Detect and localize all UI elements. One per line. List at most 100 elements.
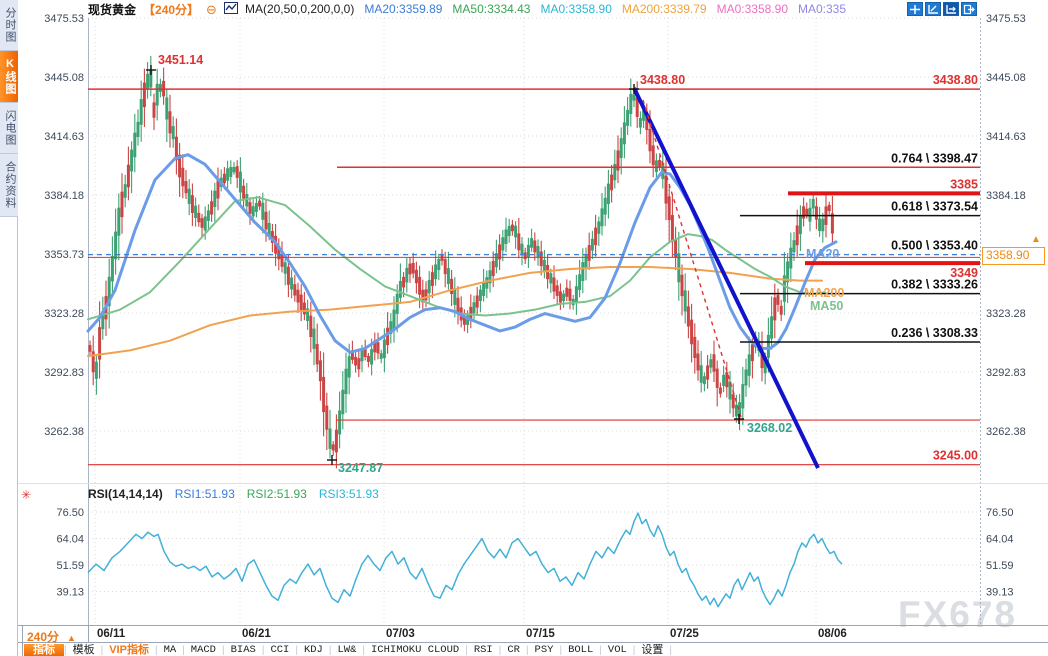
price-annotation: 3451.14 <box>158 53 203 67</box>
toolbar-tab[interactable]: 模板 <box>72 644 95 656</box>
level-label-mid: 3438.80 <box>640 73 685 87</box>
price-annotation: 3247.87 <box>338 461 383 475</box>
period-selector[interactable]: 240分 ▲ <box>27 628 76 645</box>
level-label: 3438.80 <box>933 73 978 87</box>
toolbar-tab[interactable]: KDJ <box>303 644 323 656</box>
rsi-line <box>87 512 843 608</box>
toolbar-tab[interactable]: CR <box>507 644 520 656</box>
price-axis-label-left: 3353.73 <box>44 249 84 261</box>
indicator-chart-icon[interactable] <box>223 1 238 17</box>
sidebar-tab-3[interactable]: 闪电图 <box>0 103 18 154</box>
price-axis-label-left: 3292.83 <box>44 367 84 379</box>
level-label: 0.764 \ 3398.47 <box>891 151 978 165</box>
ma-chart-label: MA50 <box>810 299 843 313</box>
ma-values-readout: MA(20,50,0,200,0,0) MA20:3359.89 MA50:3334… <box>245 2 856 16</box>
price-axis-label-right: 3445.08 <box>986 72 1026 84</box>
toolbar-separator: | <box>100 644 104 656</box>
level-label: 0.618 \ 3373.54 <box>891 200 978 214</box>
toolbar-tab[interactable]: ICHIMOKU CLOUD <box>370 644 460 656</box>
date-tick-label: 07/03 <box>386 628 415 640</box>
price-axis-label-left: 3384.18 <box>44 190 84 202</box>
date-tick-label: 06/11 <box>97 628 126 640</box>
toolbar-separator: | <box>154 644 158 656</box>
instrument-title: 现货黄金 <box>88 2 137 17</box>
toolbar-tab[interactable]: VOL <box>607 644 627 656</box>
chart-toolbar-icons <box>907 2 977 16</box>
rsi-axis-label-right: 51.59 <box>986 560 1014 572</box>
date-tick-label: 07/15 <box>526 628 555 640</box>
price-axis-labels: 3475.53 3475.53 3445.08 3445.08 3414.63 3414.… <box>44 13 1026 599</box>
price-axis-label-left: 3262.38 <box>44 426 84 438</box>
price-axis-label-right: 3292.83 <box>986 367 1026 379</box>
toolbar-separator: | <box>328 644 332 656</box>
rsi-axis-label-left: 76.50 <box>56 507 84 519</box>
level-label: 0.500 \ 3353.40 <box>891 239 978 253</box>
ma-value: MA(20,50,0,200,0,0) <box>244 2 355 16</box>
toolbar-tab[interactable]: BOLL <box>568 644 594 656</box>
toolbar-tab[interactable]: VIP指标 <box>109 644 149 656</box>
sidebar: 分时图 K线图 闪电图 合约资料 <box>0 0 18 656</box>
level-label: 0.236 \ 3308.33 <box>891 326 978 340</box>
downtrend-line <box>632 87 820 469</box>
price-axis-label-left: 3414.63 <box>44 131 84 143</box>
dashed-drop-line <box>642 99 742 418</box>
auto-fit-axis-icon[interactable] <box>925 2 941 16</box>
sidebar-tab-2[interactable]: K线图 <box>0 51 18 103</box>
date-tick-label: 06/21 <box>242 628 271 640</box>
toolbar-separator: | <box>465 644 468 656</box>
level-label: 3245.00 <box>933 449 978 463</box>
toolbar-tab[interactable]: PSY <box>534 644 554 656</box>
price-axis-label-right: 3475.53 <box>986 13 1026 25</box>
ma-value: MA50:3334.43 <box>452 2 531 16</box>
rsi-axis-label-right: 39.13 <box>986 587 1014 599</box>
rsi-axis-label-left: 51.59 <box>56 560 84 572</box>
axis-scale-icon[interactable] <box>943 2 959 16</box>
toolbar-tab[interactable]: RSI <box>473 644 493 656</box>
date-tick-label: 08/06 <box>818 628 847 640</box>
exit-chart-icon[interactable] <box>961 2 977 16</box>
toolbar-tab[interactable]: 指标 <box>24 644 64 656</box>
rsi-axis-label-right: 76.50 <box>986 507 1014 519</box>
price-up-arrow-icon: ▲ <box>1031 234 1041 245</box>
sidebar-tab-4[interactable]: 合约资料 <box>0 154 18 217</box>
toolbar-separator: | <box>182 644 185 656</box>
toolbar-separator: | <box>222 644 225 656</box>
watermark: FX678 <box>898 594 1018 635</box>
collapse-circle-icon[interactable]: ⊖ <box>206 1 217 17</box>
toolbar-tab[interactable]: LW& <box>337 644 357 656</box>
price-axis-label-left: 3445.08 <box>44 72 84 84</box>
pan-move-icon[interactable] <box>907 2 923 16</box>
price-levels: 3438.80 3438.80 0.764 \ 3398.47 3385 0.618 \… <box>88 73 980 466</box>
sidebar-tab-1[interactable]: 分时图 <box>0 0 18 51</box>
price-axis-label-left: 3475.53 <box>44 13 84 25</box>
rsi-axis-label-left: 39.13 <box>56 587 84 599</box>
toolbar-separator: | <box>295 644 298 656</box>
gridlines <box>88 17 980 625</box>
toolbar-tab[interactable]: BIAS <box>230 644 256 656</box>
rsi-axis-label-left: 64.04 <box>56 534 84 546</box>
ma-value: MA20:3359.89 <box>364 2 443 16</box>
toolbar-tab[interactable]: CCI <box>270 644 290 656</box>
candlesticks <box>88 56 834 469</box>
period-label: 【240分】 <box>143 2 200 17</box>
ma50-line <box>87 196 826 321</box>
chart-frame <box>0 18 1048 656</box>
price-axis-label-right: 3323.28 <box>986 308 1026 320</box>
ma-value: MA0:3358.90 <box>540 2 612 16</box>
rsi-axis-label-right: 64.04 <box>986 534 1014 546</box>
toolbar-tab[interactable]: MACD <box>190 644 216 656</box>
toolbar-separator: | <box>498 644 502 656</box>
toolbar-separator: | <box>632 644 636 656</box>
ma-value: MA200:3339.79 <box>621 2 707 16</box>
ma-value: MA0:335 <box>798 2 847 16</box>
rsi-title: RSI(14,14,14) <box>88 487 163 501</box>
level-label: 0.382 \ 3333.26 <box>891 278 978 292</box>
toolbar-tab[interactable]: MA <box>163 644 177 656</box>
level-label: 3349 <box>950 266 978 280</box>
indicator-toolbar: 指标 | 模板 | VIP指标 | MA | MACD | BIAS | CCI | KDJ | LW& | ICH… <box>24 644 672 656</box>
rsi-header: RSI(14,14,14) RSI1:51.93 RSI2:51.93 RSI3:5… <box>88 487 391 501</box>
toolbar-tab[interactable]: 设置 <box>641 644 664 656</box>
price-axis-label-right: 3414.63 <box>986 131 1026 143</box>
rsi-panel-icon[interactable]: ✳ <box>21 488 32 502</box>
